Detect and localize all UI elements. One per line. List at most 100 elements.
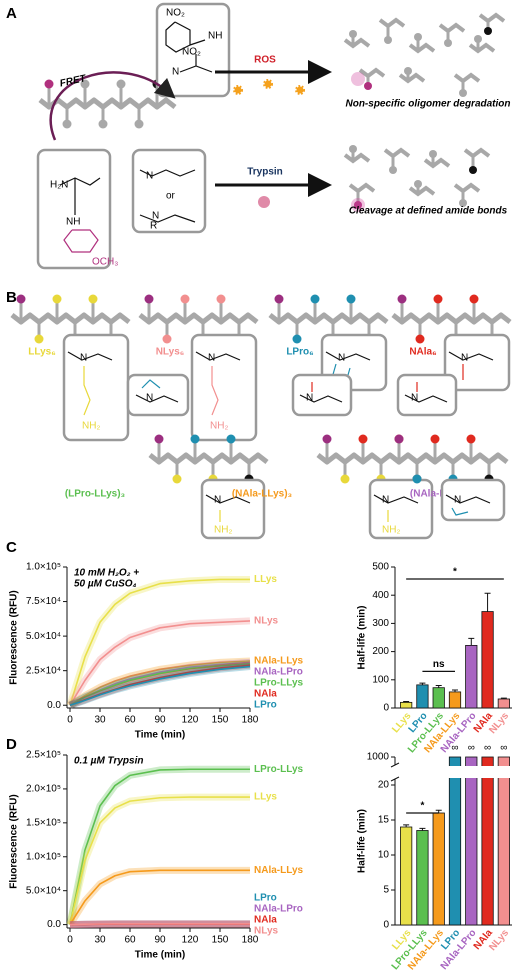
bond: [325, 351, 371, 361]
bead: [310, 294, 320, 304]
bead: [16, 294, 26, 304]
bead: [415, 334, 425, 344]
structure-box: [155, 2, 231, 98]
structure-box: [126, 373, 190, 417]
x-tick-label: 0: [67, 715, 73, 726]
structure-box: [190, 333, 258, 442]
bead: [292, 334, 302, 344]
y-tick-label: 10: [378, 850, 390, 861]
significance-label: *: [420, 801, 424, 812]
bond: [63, 229, 99, 253]
backbone: [38, 97, 177, 110]
infinite-label: ∞: [451, 743, 458, 754]
chem-label: N: [214, 495, 221, 506]
bead: [358, 434, 368, 444]
series-label: NAla: [254, 915, 277, 926]
bead: [88, 294, 98, 304]
y-tick-label: 1.5×10⁵: [26, 817, 61, 828]
series-line: [69, 620, 251, 706]
x-axis-title: Time (min): [135, 730, 185, 741]
backbone: [391, 312, 512, 325]
series-label: LPro-LLys: [254, 678, 304, 689]
series-label: NAla-LPro: [254, 667, 303, 678]
bead: [172, 474, 182, 484]
bar: [481, 756, 494, 926]
series-label: NAla-LPro: [254, 904, 303, 915]
bead: [397, 294, 407, 304]
chem-label: N: [454, 495, 461, 506]
bond: [135, 394, 179, 403]
bond: [195, 351, 241, 361]
chem-label: NH: [66, 217, 80, 228]
series-label: NLys: [254, 616, 279, 627]
y-tick-label: 300: [372, 618, 389, 629]
x-tick-label: 120: [182, 715, 199, 726]
bead: [412, 474, 422, 484]
chem-label: N: [382, 495, 389, 506]
panel-label: C: [6, 539, 17, 556]
bond: [299, 394, 343, 403]
bond: [448, 351, 494, 361]
significance-label: *: [453, 567, 457, 578]
chem-label: N: [208, 353, 215, 364]
structure-box: [200, 478, 266, 540]
chem-label: NO₂: [182, 47, 201, 58]
bond: [373, 494, 419, 504]
bond: [348, 182, 376, 194]
bond: [453, 72, 481, 84]
bond: [398, 72, 426, 84]
oligomer-label: (LPro-LLys)₃: [65, 489, 126, 500]
bond: [423, 157, 451, 169]
oligomer-label: NAla₆: [409, 347, 436, 358]
bar: [497, 756, 510, 926]
structure-box: [291, 373, 353, 417]
x-tick-label: NLys: [487, 927, 511, 953]
structure-box: [440, 478, 506, 522]
backbone: [148, 452, 269, 465]
break-gap: [463, 766, 479, 778]
bead: [469, 166, 477, 174]
bond: [205, 494, 251, 504]
y-tick-label: 0: [383, 703, 389, 714]
chem-label: N: [152, 211, 159, 222]
bead: [469, 294, 479, 304]
bond: [468, 42, 496, 54]
annotation: 10 mM H₂O₂ +: [74, 568, 139, 579]
bond: [478, 12, 506, 24]
bond: [451, 507, 469, 516]
bead: [162, 334, 172, 344]
error-bar: [484, 592, 491, 612]
bond: [59, 177, 101, 186]
bead: [98, 119, 108, 129]
bead: [414, 180, 422, 188]
y-tick-label: 0: [383, 920, 389, 931]
caption: Non-specific oligomer degradation: [345, 99, 510, 110]
chem-label: N: [80, 353, 87, 364]
x-tick-label: NLys: [487, 710, 511, 736]
x-tick-label: 30: [94, 715, 106, 726]
fret-arrow: [49, 71, 176, 141]
y-tick-label: 0.0: [47, 919, 61, 930]
break-gap: [496, 766, 512, 778]
series-line: [69, 665, 251, 706]
bead: [44, 79, 54, 89]
bar: [448, 756, 462, 926]
series-line: [69, 662, 251, 706]
x-tick-label: 120: [182, 935, 199, 946]
bar: [432, 812, 445, 926]
bead: [80, 79, 90, 89]
bead: [274, 294, 284, 304]
chem-label: OCH₃: [92, 257, 118, 268]
bond: [343, 152, 371, 164]
series-line: [69, 660, 251, 706]
x-axis-title: Time (min): [135, 950, 185, 961]
x-tick-label: 90: [154, 715, 166, 726]
bead: [34, 334, 44, 344]
structure-box: [131, 148, 207, 234]
bead: [384, 36, 392, 44]
bead: [394, 434, 404, 444]
backbone: [138, 312, 259, 325]
bead: [459, 199, 467, 207]
